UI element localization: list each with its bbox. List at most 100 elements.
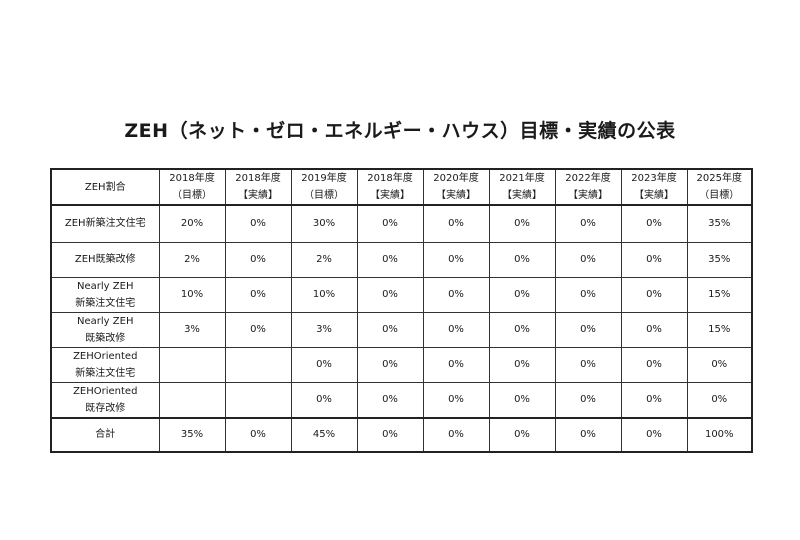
column-kind: 【実績】	[436, 190, 476, 201]
table-cell: 0%	[356, 381, 424, 418]
table-cell: 0%	[422, 381, 490, 418]
column-kind: 【実績】	[502, 190, 542, 201]
table-row: Nearly ZEH 既築改修 3% 0% 3% 0% 0% 0% 0% 0% 1…	[50, 311, 753, 348]
table-cell: 0%	[554, 346, 622, 383]
table-cell: 0%	[356, 346, 424, 383]
table-cell: 0%	[488, 241, 556, 278]
corner-label: ZEH割合	[84, 181, 126, 193]
total-cell: 0%	[224, 416, 292, 452]
page-title: ZEH（ネット・ゼロ・エネルギー・ハウス）目標・実績の公表	[124, 120, 676, 142]
row-label: Nearly ZEH 新築注文住宅	[50, 276, 160, 313]
column-year: 2018年度	[367, 173, 413, 184]
table-cell: 0%	[356, 276, 424, 313]
table-cell: 0%	[554, 381, 622, 418]
column-header: 2025年度 （目標）	[686, 168, 753, 206]
table-cell: 0%	[554, 276, 622, 313]
table-cell: 2%	[158, 241, 226, 278]
table-cell: 0%	[620, 276, 688, 313]
table-cell	[158, 381, 226, 418]
table-cell: 0%	[554, 204, 622, 243]
column-header: 2018年度 【実績】	[224, 168, 292, 206]
table-cell: 0%	[224, 276, 292, 313]
column-header: 2022年度 【実績】	[554, 168, 622, 206]
row-label-line1: Nearly ZEH	[77, 280, 134, 292]
column-year: 2023年度	[631, 173, 677, 184]
total-cell: 0%	[356, 416, 424, 452]
table-cell: 3%	[290, 311, 358, 348]
table-cell: 0%	[620, 204, 688, 243]
table-cell: 0%	[290, 381, 358, 418]
column-kind: （目標）	[172, 190, 212, 201]
table-row: ZEH新築注文住宅 20% 0% 30% 0% 0% 0% 0% 0% 35%	[50, 204, 753, 243]
table-cell: 10%	[290, 276, 358, 313]
corner-header: ZEH割合	[50, 168, 160, 206]
table-cell: 0%	[422, 311, 490, 348]
total-cell: 0%	[554, 416, 622, 452]
table-cell	[224, 381, 292, 418]
row-label-line2: 既築改修	[85, 332, 126, 344]
table-row: Nearly ZEH 新築注文住宅 10% 0% 10% 0% 0% 0% 0% …	[50, 276, 753, 313]
column-year: 2019年度	[301, 173, 347, 184]
table-cell: 2%	[290, 241, 358, 278]
row-label-line2: 既存改修	[85, 402, 126, 414]
table-cell: 0%	[686, 381, 753, 418]
table-row: ZEHOriented 既存改修 0% 0% 0% 0% 0% 0% 0%	[50, 381, 753, 418]
table-cell: 0%	[686, 346, 753, 383]
total-cell: 0%	[422, 416, 490, 452]
table-cell: 35%	[686, 241, 753, 278]
row-label-line1: ZEH新築注文住宅	[64, 218, 146, 230]
table-cell: 10%	[158, 276, 226, 313]
table-cell	[158, 346, 226, 383]
row-label: ZEH新築注文住宅	[50, 204, 160, 243]
table-cell: 0%	[224, 311, 292, 348]
table-cell: 30%	[290, 204, 358, 243]
table-cell: 15%	[686, 311, 753, 348]
column-header: 2023年度 【実績】	[620, 168, 688, 206]
table-cell: 0%	[422, 241, 490, 278]
table-cell: 35%	[686, 204, 753, 243]
table-cell: 0%	[620, 311, 688, 348]
table-cell: 0%	[488, 346, 556, 383]
column-header: 2019年度 （目標）	[290, 168, 358, 206]
table-cell: 0%	[620, 241, 688, 278]
column-header: 2021年度 【実績】	[488, 168, 556, 206]
column-kind: 【実績】	[238, 190, 278, 201]
table-cell: 0%	[356, 311, 424, 348]
table-cell: 0%	[488, 204, 556, 243]
total-cell: 100%	[686, 416, 753, 452]
table-cell: 0%	[620, 381, 688, 418]
table-cell: 0%	[224, 241, 292, 278]
column-year: 2022年度	[565, 173, 611, 184]
column-kind: 【実績】	[568, 190, 608, 201]
row-label-line1: Nearly ZEH	[77, 315, 134, 327]
row-label-line1: ZEH既築改修	[74, 254, 136, 265]
table-cell: 0%	[488, 381, 556, 418]
row-label: ZEH既築改修	[50, 241, 160, 278]
table-cell: 20%	[158, 204, 226, 243]
row-label: ZEHOriented 既存改修	[50, 381, 160, 418]
table-cell: 0%	[554, 241, 622, 278]
table-cell: 0%	[422, 276, 490, 313]
table-cell: 3%	[158, 311, 226, 348]
table-cell: 0%	[422, 204, 490, 243]
row-label: ZEHOriented 新築注文住宅	[50, 346, 160, 383]
row-label-line2: 新築注文住宅	[75, 367, 136, 379]
column-header: 2018年度 （目標）	[158, 168, 226, 206]
row-label-line1: ZEHOriented	[73, 350, 138, 362]
column-year: 2020年度	[433, 173, 479, 184]
column-year: 2018年度	[235, 173, 281, 184]
row-label-line2: 新築注文住宅	[75, 297, 136, 309]
header-row: ZEH割合 2018年度 （目標） 2018年度 【実績】 2019年度 （目標） 2…	[50, 168, 753, 206]
row-label-line1: ZEHOriented	[73, 385, 138, 397]
total-cell: 35%	[158, 416, 226, 452]
total-row: 合計 35% 0% 45% 0% 0% 0% 0% 0% 100%	[50, 416, 753, 452]
row-label: Nearly ZEH 既築改修	[50, 311, 160, 348]
table-row: ZEH既築改修 2% 0% 2% 0% 0% 0% 0% 0% 35%	[50, 241, 753, 278]
total-cell: 45%	[290, 416, 358, 452]
table-cell: 0%	[620, 346, 688, 383]
column-header: 2020年度 【実績】	[422, 168, 490, 206]
column-kind: 【実績】	[634, 190, 674, 201]
total-label: 合計	[50, 416, 160, 452]
table-cell: 0%	[356, 241, 424, 278]
table-cell: 0%	[356, 204, 424, 243]
